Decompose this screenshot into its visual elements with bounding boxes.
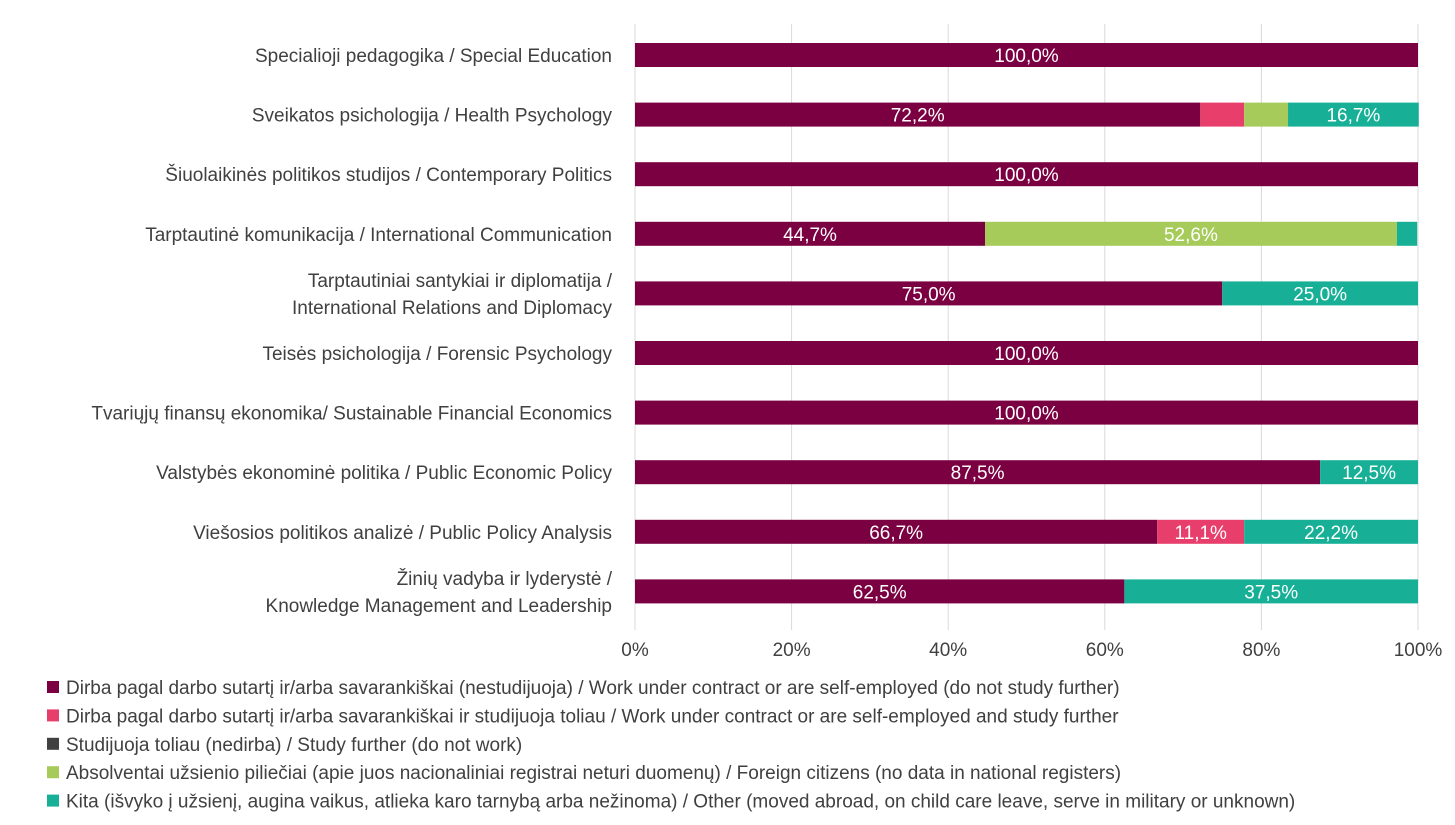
legend-swatch: [47, 681, 59, 693]
category-label: Teisės psichologija / Forensic Psycholog…: [262, 344, 612, 365]
category-label: International Relations and Diplomacy: [292, 298, 613, 319]
category-label: Specialioji pedagogika / Special Educati…: [255, 46, 612, 67]
x-tick-label: 60%: [1086, 640, 1124, 661]
data-label: 52,6%: [1164, 225, 1218, 246]
data-label: 66,7%: [869, 523, 923, 544]
data-label: 87,5%: [951, 463, 1005, 484]
legend-entry: Studijuoja toliau (nedirba) / Study furt…: [66, 735, 522, 756]
category-label: Viešosios politikos analizė / Public Pol…: [193, 523, 612, 544]
bar-segment: [635, 221, 986, 246]
bar-segment: [1320, 460, 1418, 485]
data-label: 22,2%: [1304, 523, 1358, 544]
category-label: Tarptautinė komunikacija / International…: [145, 225, 612, 246]
bar-segment: [635, 400, 1418, 425]
bar-segment: [1200, 102, 1245, 127]
bar-segment: [635, 460, 1321, 485]
legend-swatch: [47, 709, 59, 722]
data-label: 11,1%: [1174, 523, 1227, 544]
x-tick-label: 0%: [621, 640, 649, 661]
data-label: 75,0%: [902, 284, 956, 305]
data-label: 16,7%: [1326, 106, 1380, 127]
legend-entry: Kita (išvyko į užsienį, augina vaikus, a…: [66, 792, 1295, 813]
legend-swatch: [47, 766, 59, 779]
bar-segment: [1244, 519, 1418, 544]
category-label: Sveikatos psichologija / Health Psycholo…: [252, 106, 613, 127]
legend-entry: Absolventai užsienio piliečiai (apie juo…: [66, 763, 1121, 784]
legend-swatch: [47, 794, 59, 807]
data-label: 62,5%: [853, 582, 907, 603]
bar-segment: [1157, 519, 1245, 544]
x-tick-label: 40%: [929, 640, 967, 661]
x-tick-label: 80%: [1242, 640, 1280, 661]
bar-segment: [635, 102, 1201, 127]
data-label: 100,0%: [994, 46, 1059, 67]
data-label: 25,0%: [1293, 284, 1347, 305]
category-label: Tvariųjų finansų ekonomika/ Sustainable …: [91, 404, 612, 425]
bar-segment: [1222, 281, 1418, 306]
bar-segment: [635, 579, 1125, 604]
x-tick-label: 100%: [1394, 640, 1443, 661]
category-label: Valstybės ekonominė politika / Public Ec…: [156, 463, 612, 484]
data-label: 12,5%: [1342, 463, 1396, 484]
bar-segment: [635, 281, 1223, 306]
bar-segment: [635, 43, 1418, 67]
category-label: Knowledge Management and Leadership: [266, 596, 612, 617]
category-label: Šiuolaikinės politikos studijos / Contem…: [165, 164, 612, 186]
legend-swatch: [47, 737, 59, 750]
bar-segment: [635, 519, 1158, 544]
bar-segment: [1288, 102, 1419, 127]
data-label: 72,2%: [891, 106, 945, 127]
data-label: 37,5%: [1244, 582, 1298, 603]
bar-segment: [985, 221, 1397, 246]
data-label: 100,0%: [994, 344, 1059, 365]
legend-entry: Dirba pagal darbo sutartį ir/arba savara…: [66, 706, 1119, 727]
category-label: Tarptautiniai santykiai ir diplomatija /: [308, 271, 613, 292]
data-label: 100,0%: [994, 165, 1059, 186]
bar-segment: [635, 162, 1418, 187]
bar-segment: [1124, 579, 1418, 604]
x-tick-label: 20%: [773, 640, 811, 661]
bar-segment: [635, 341, 1418, 365]
data-label: 100,0%: [994, 404, 1059, 425]
data-label: 44,7%: [783, 225, 837, 246]
bar-segment: [1396, 221, 1418, 246]
bar-segment: [1244, 102, 1289, 127]
legend-entry: Dirba pagal darbo sutartį ir/arba savara…: [66, 678, 1120, 699]
category-label: Žinių vadyba ir lyderystė /: [397, 568, 613, 590]
